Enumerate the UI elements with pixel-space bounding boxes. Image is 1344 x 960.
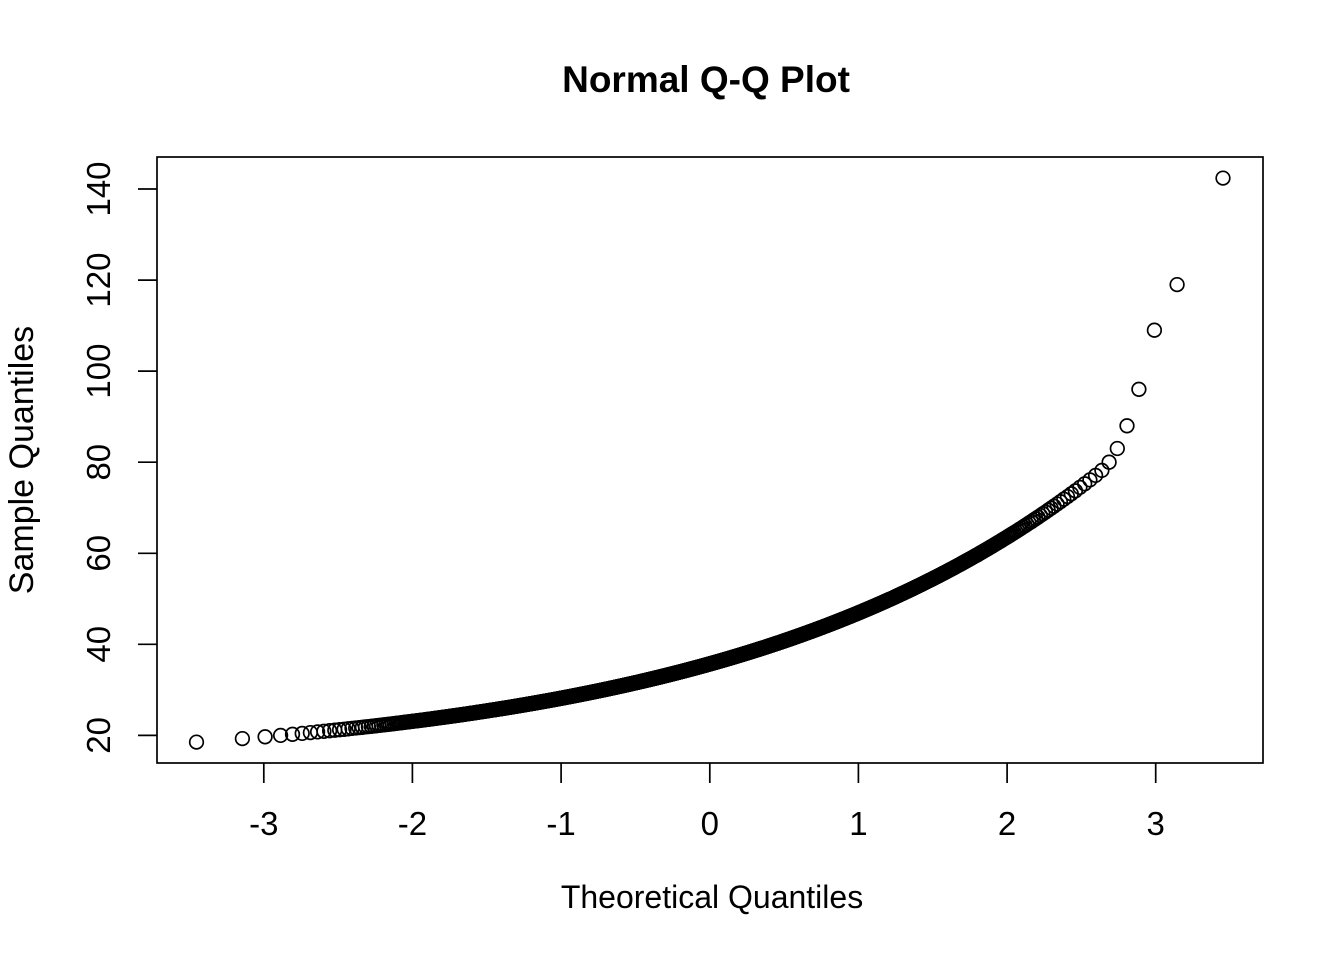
svg-text:20: 20 — [80, 717, 117, 754]
svg-text:Normal Q-Q Plot: Normal Q-Q Plot — [562, 59, 850, 100]
svg-text:Theoretical Quantiles: Theoretical Quantiles — [561, 879, 863, 915]
svg-text:80: 80 — [80, 444, 117, 481]
svg-text:40: 40 — [80, 626, 117, 663]
svg-text:2: 2 — [998, 805, 1016, 842]
svg-text:-2: -2 — [398, 805, 427, 842]
svg-text:-1: -1 — [546, 805, 575, 842]
svg-text:100: 100 — [80, 344, 117, 399]
svg-text:120: 120 — [80, 253, 117, 308]
svg-text:-3: -3 — [249, 805, 278, 842]
svg-text:0: 0 — [701, 805, 719, 842]
svg-text:1: 1 — [849, 805, 867, 842]
svg-text:3: 3 — [1147, 805, 1165, 842]
svg-text:140: 140 — [80, 161, 117, 216]
svg-text:60: 60 — [80, 535, 117, 572]
svg-text:Sample Quantiles: Sample Quantiles — [3, 326, 41, 594]
